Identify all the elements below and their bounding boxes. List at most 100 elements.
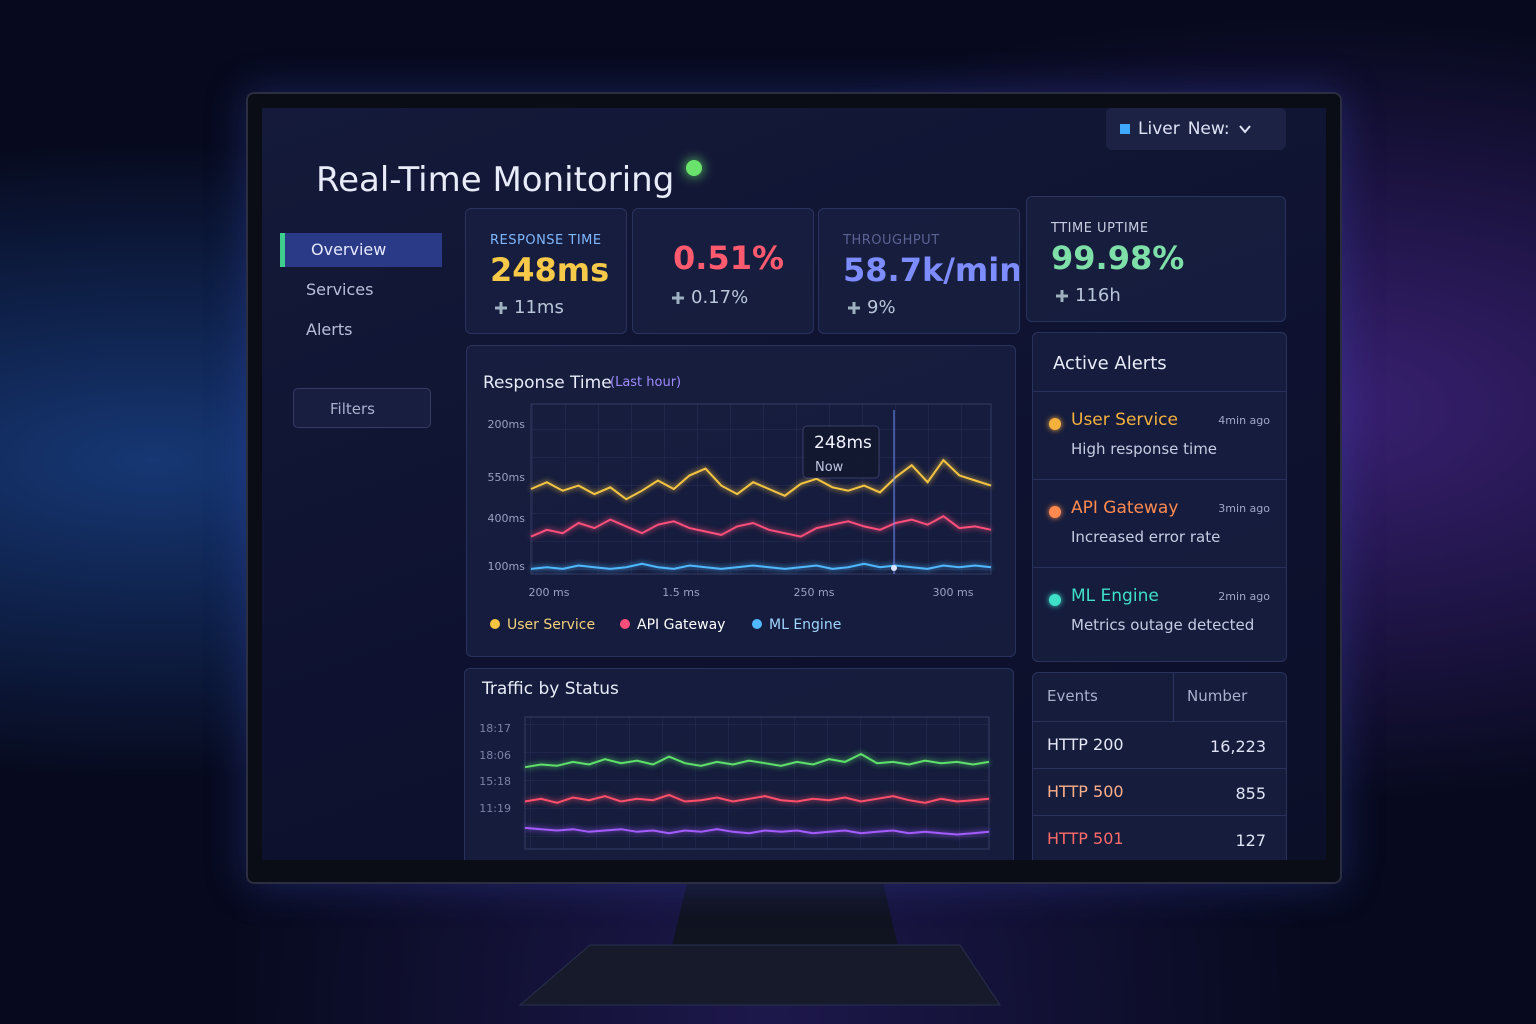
x-axis-label: 250 ms xyxy=(794,586,835,599)
chart: Traffic by Status 18:17 18:06 15:18 11:19 xyxy=(479,679,990,850)
table-cell: HTTP 500 xyxy=(1047,782,1124,801)
alert-message: Metrics outage detected xyxy=(1071,616,1255,634)
alerts-title: Active Alerts xyxy=(1053,353,1167,374)
screen: Real-Time Monitoring Liver New: Overview… xyxy=(262,108,1326,860)
alert-message: Increased error rate xyxy=(1071,528,1221,546)
row-divider xyxy=(1033,815,1286,816)
chart: Response Time(Last hour) 200ms 550ms 400ms 1… xyxy=(483,373,992,633)
table-cell: 855 xyxy=(1235,784,1266,803)
table-header: Events xyxy=(1047,687,1098,705)
kpi-label: RESPONSE TIME xyxy=(490,233,602,248)
status-dot xyxy=(1049,506,1061,518)
column-divider xyxy=(1173,673,1174,721)
trend-icon xyxy=(848,301,860,314)
chart-title: Traffic by Status xyxy=(481,679,619,699)
kpi-card: TTIME UPTIME 99.98% 116h xyxy=(1026,196,1286,322)
x-axis-label: 200 ms xyxy=(529,586,570,599)
kpi-card: 0.51% 0.17% xyxy=(632,208,814,334)
kpi-value: 248ms xyxy=(490,251,610,289)
series-line xyxy=(524,826,990,836)
kpi-value: 58.7k/min xyxy=(843,251,1020,289)
series-line xyxy=(524,752,990,769)
kpi-value: 0.51% xyxy=(673,239,785,277)
alert-name: API Gateway xyxy=(1071,498,1179,518)
alert-message: High response time xyxy=(1071,440,1218,458)
kpi-delta: 0.17% xyxy=(671,287,748,308)
x-axis-label: 300 ms xyxy=(933,586,974,599)
chart-title: Response Time xyxy=(483,373,612,393)
series-line xyxy=(530,562,992,570)
traffic-panel: Traffic by Status 18:17 18:06 15:18 11:19 xyxy=(464,668,1014,860)
table-header[interactable]: Number xyxy=(1187,687,1248,705)
plot-area xyxy=(524,716,990,850)
legend-dot xyxy=(752,619,762,629)
status-dot xyxy=(1049,418,1061,430)
alert-name: ML Engine xyxy=(1071,586,1159,606)
nav-item[interactable]: Alerts xyxy=(306,320,353,339)
series-line xyxy=(530,515,992,538)
y-axis-label: 100ms xyxy=(488,560,526,573)
kpi-delta: 116h xyxy=(1055,285,1121,306)
toggle-icon xyxy=(1120,124,1130,134)
chevron xyxy=(1238,125,1251,134)
table-cell: HTTP 200 xyxy=(1047,735,1124,754)
alert-item[interactable]: API Gateway Increased error rate 3min ago xyxy=(1033,479,1286,568)
legend-label: API Gateway xyxy=(637,617,725,633)
legend-label: User Service xyxy=(507,617,595,633)
kpi-value: 99.98% xyxy=(1051,239,1185,277)
y-axis-label: 400ms xyxy=(488,512,526,525)
stand-base xyxy=(518,944,1001,1006)
y-axis-label: 550ms xyxy=(488,471,526,484)
y-axis-label: 11:19 xyxy=(479,802,511,815)
y-axis-label: 200ms xyxy=(488,418,526,431)
alert-item[interactable]: User Service High response time 4min ago xyxy=(1033,391,1286,480)
table-cell: 16,223 xyxy=(1210,737,1266,756)
toggle-value: New: xyxy=(1187,119,1230,139)
view-toggle[interactable]: Liver New: xyxy=(1106,108,1286,150)
alerts-panel: Active Alerts User Service High response … xyxy=(1032,332,1287,662)
row-divider xyxy=(1033,721,1286,722)
kpi-delta-text: 0.17% xyxy=(691,287,749,308)
kpi-label: THROUGHPUT xyxy=(843,233,940,248)
kpi-label: TTIME UPTIME xyxy=(1051,221,1149,236)
trend-icon xyxy=(672,291,684,304)
alert-time: 2min ago xyxy=(1218,590,1270,603)
kpi-delta-text: 116h xyxy=(1075,285,1121,306)
series-line xyxy=(530,458,992,501)
response-time-panel: Response Time (Last hour) 200ms 550ms 400ms 1… xyxy=(466,345,1016,657)
row-divider xyxy=(1033,768,1286,769)
y-axis-label: 18:17 xyxy=(479,722,511,735)
legend-dot xyxy=(620,619,630,629)
plot-area xyxy=(530,403,992,575)
legend-label: ML Engine xyxy=(769,617,841,633)
x-axis-label: 1.5 ms xyxy=(662,586,700,599)
alert-name: User Service xyxy=(1071,410,1178,430)
toggle-label: Liver xyxy=(1138,119,1180,139)
chart-subtitle: (Last hour) xyxy=(610,375,681,390)
kpi-delta: 11ms xyxy=(494,297,564,318)
series-line xyxy=(524,793,990,804)
tooltip-value: 248ms xyxy=(814,433,872,453)
alert-item[interactable]: ML Engine Metrics outage detected 2min ago xyxy=(1033,567,1286,656)
table-cell: HTTP 501 xyxy=(1047,829,1124,848)
stand-neck xyxy=(670,870,900,955)
status-dot xyxy=(1049,594,1061,606)
nav-item[interactable]: Overview xyxy=(280,233,442,267)
alert-time: 4min ago xyxy=(1218,414,1270,427)
kpi-card: THROUGHPUT 58.7k/min 9% xyxy=(818,208,1020,334)
live-indicator xyxy=(686,160,702,176)
cursor-dot xyxy=(891,565,897,571)
nav-item[interactable]: Services xyxy=(306,280,374,299)
trend-icon xyxy=(495,301,507,314)
y-axis-label: 15:18 xyxy=(479,775,511,788)
kpi-delta-text: 11ms xyxy=(514,297,564,318)
trend-icon xyxy=(1056,289,1068,302)
alert-time: 3min ago xyxy=(1218,502,1270,515)
kpi-delta: 9% xyxy=(847,297,896,318)
kpi-delta-text: 9% xyxy=(867,297,896,318)
kpi-card: RESPONSE TIME 248ms 11ms xyxy=(465,208,627,334)
filters-button[interactable]: Filters xyxy=(293,388,431,428)
y-axis-label: 18:06 xyxy=(479,749,511,762)
